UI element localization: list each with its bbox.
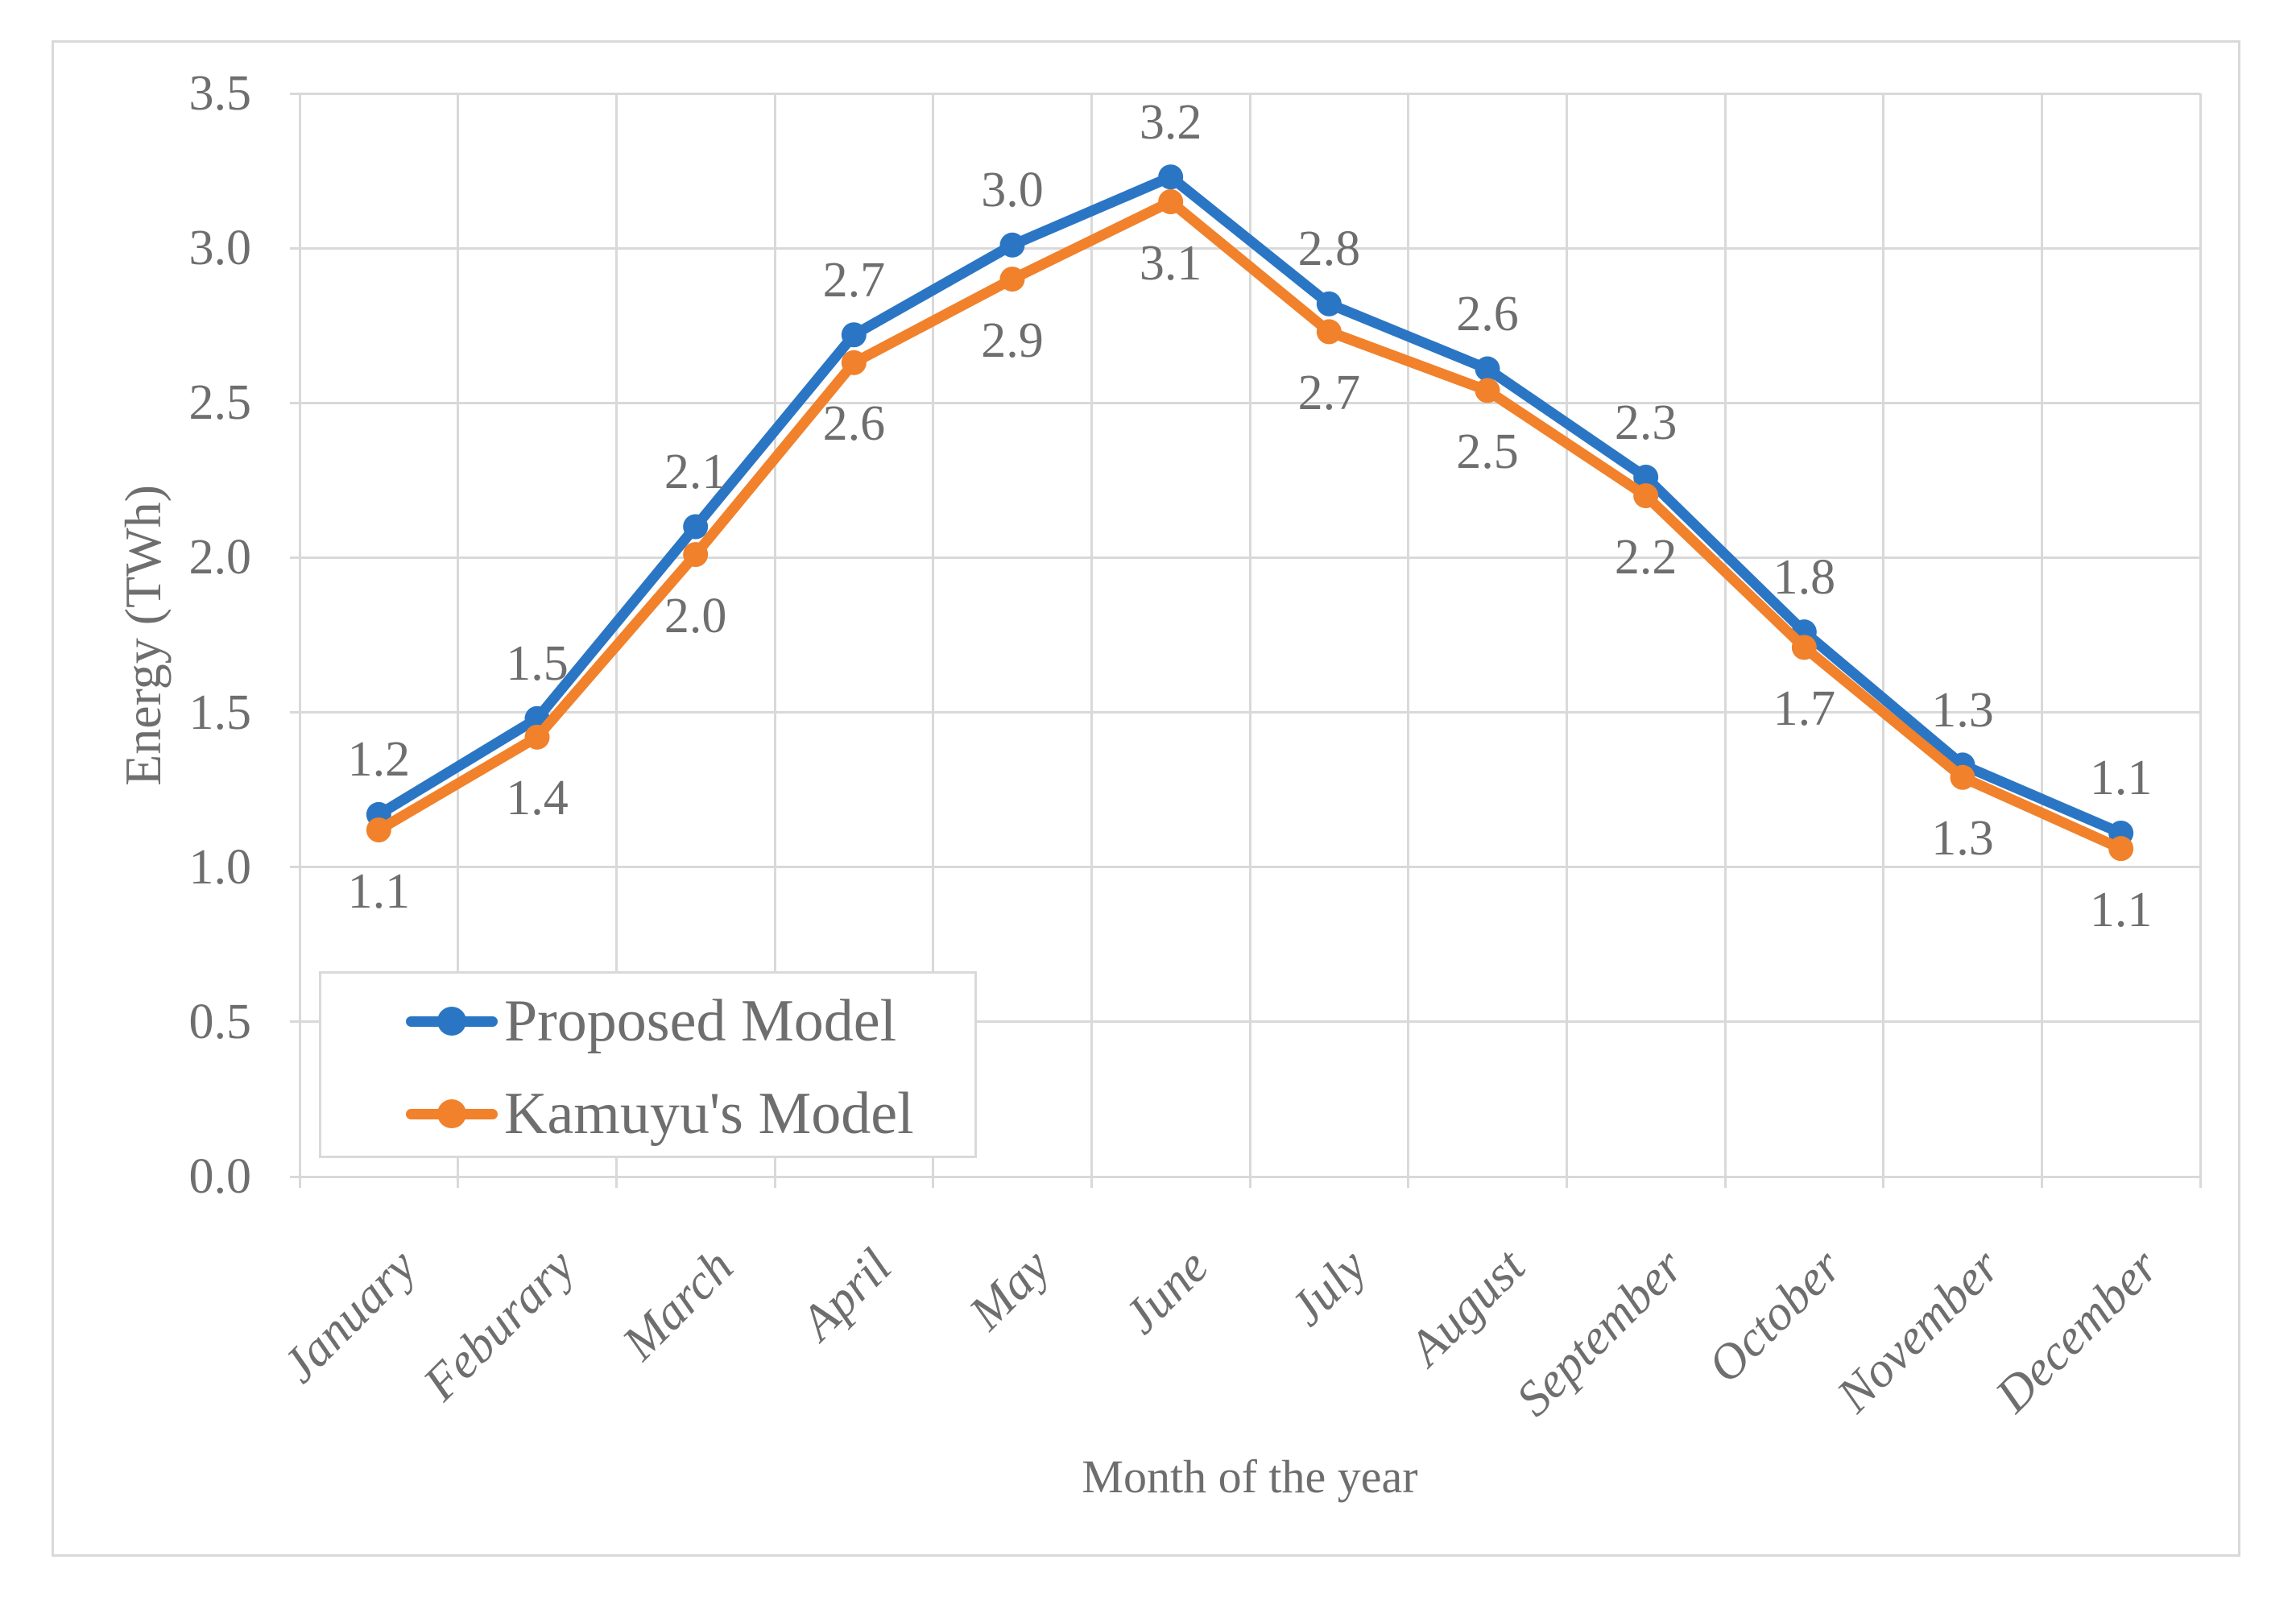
y-axis-title: Energy (TWh) [114, 485, 172, 786]
x-axis-tick [457, 1177, 460, 1188]
proposed-model-legend-marker-icon [406, 1007, 498, 1036]
kamuyus-model-legend-marker-icon [406, 1099, 498, 1128]
data-point-label: 1.7 [1773, 681, 1836, 736]
gridline-vertical [1882, 93, 1885, 1177]
kamuyus-model-legend-dot-icon [437, 1099, 466, 1128]
data-point-label: 3.1 [1139, 235, 1202, 291]
data-point-label: 1.3 [1931, 811, 1994, 867]
x-axis-tick [1407, 1177, 1410, 1188]
x-axis-tick [1723, 1177, 1727, 1188]
y-axis-tick [290, 711, 301, 714]
data-point-label: 1.5 [506, 636, 569, 692]
x-axis-tick [614, 1177, 618, 1188]
data-point-label: 2.7 [1297, 365, 1361, 420]
legend: Proposed Model Kamuyu's Model [319, 971, 977, 1158]
y-axis-tick [290, 92, 301, 95]
data-point-label: 1.4 [506, 771, 569, 826]
data-point-label: 3.2 [1139, 94, 1202, 150]
legend-label-proposed-model: Proposed Model [504, 987, 897, 1054]
data-point-label: 2.1 [664, 445, 727, 499]
y-axis-tick [290, 1020, 301, 1024]
gridline-vertical [1565, 93, 1568, 1177]
data-point-label: 1.1 [2089, 882, 2153, 937]
x-axis-tick [298, 1177, 301, 1188]
data-point-label: 2.8 [1297, 221, 1361, 277]
legend-item-proposed-model: Proposed Model [406, 977, 966, 1065]
data-point-label: 2.2 [1614, 529, 1678, 585]
data-point-label: 1.1 [347, 863, 411, 919]
y-tick-label: 0.5 [188, 994, 252, 1049]
x-axis-tick [773, 1177, 776, 1188]
y-axis-tick [290, 556, 301, 559]
y-tick-label: 1.5 [188, 685, 252, 740]
gridline-vertical [1723, 93, 1727, 1177]
x-axis-tick [2199, 1177, 2202, 1188]
x-axis-tick [1248, 1177, 1251, 1188]
data-point-label: 2.7 [822, 252, 886, 308]
data-point-label: 1.3 [1931, 682, 1994, 738]
data-point-label: 2.6 [822, 396, 886, 452]
x-axis-tick [2040, 1177, 2043, 1188]
data-point-label: 1.2 [347, 732, 411, 788]
y-tick-label: 3.5 [188, 66, 252, 121]
legend-label-kamuyus-model: Kamuyu's Model [504, 1080, 914, 1147]
data-point-label: 2.3 [1614, 395, 1678, 450]
legend-item-kamuyus-model: Kamuyu's Model [406, 1069, 966, 1158]
data-point-label: 2.0 [664, 588, 727, 643]
y-tick-label: 0.0 [188, 1149, 252, 1204]
data-point-label: 2.6 [1456, 287, 1519, 341]
y-axis-tick [290, 866, 301, 869]
gridline-vertical [2199, 93, 2202, 1177]
data-point-label: 3.0 [981, 163, 1044, 218]
x-axis-tick [1090, 1177, 1093, 1188]
gridline-vertical [2040, 93, 2043, 1177]
y-axis-tick [290, 1175, 301, 1178]
x-axis-tick [1565, 1177, 1568, 1188]
x-axis-tick [932, 1177, 935, 1188]
data-point-label: 2.5 [1456, 424, 1519, 479]
data-point-label: 2.9 [981, 312, 1044, 368]
y-tick-label: 2.5 [188, 375, 252, 431]
x-axis-tick [1882, 1177, 1885, 1188]
y-tick-label: 3.0 [188, 221, 252, 276]
x-axis-title: Month of the year [1082, 1450, 1418, 1503]
y-axis-tick [290, 246, 301, 250]
gridline-vertical [298, 93, 301, 1177]
y-tick-label: 2.0 [188, 530, 252, 585]
data-point-label: 1.1 [2089, 751, 2153, 806]
y-tick-label: 1.0 [188, 839, 252, 895]
proposed-model-legend-dot-icon [437, 1007, 466, 1036]
figure-border [52, 40, 2240, 1557]
y-axis-tick [290, 401, 301, 404]
data-point-label: 1.8 [1773, 549, 1836, 605]
